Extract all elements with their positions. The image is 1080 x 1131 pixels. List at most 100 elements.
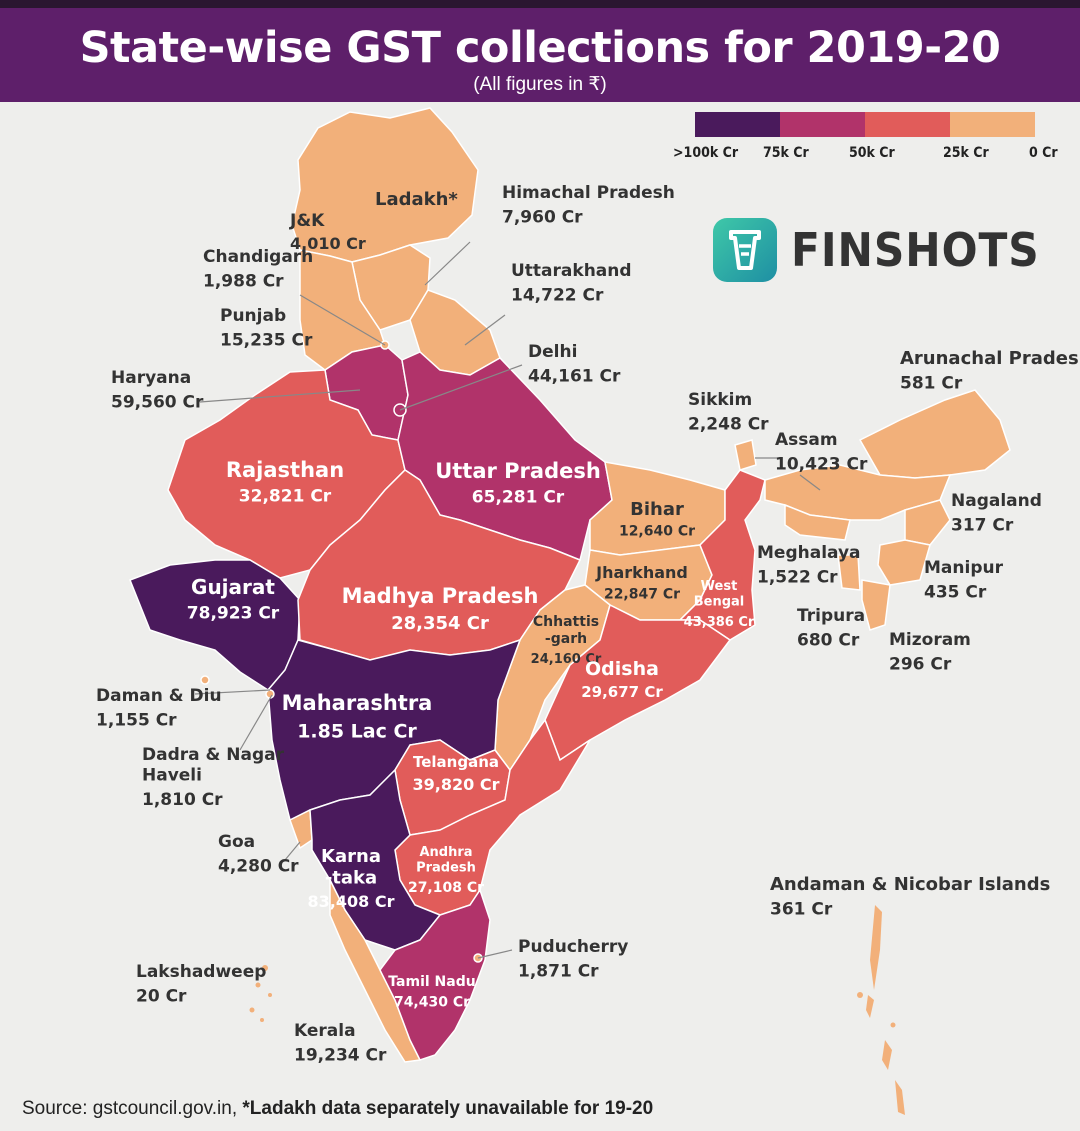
region-name-rajasthan: Rajasthan — [226, 458, 344, 482]
region-name-bihar: Bihar — [630, 499, 684, 520]
footer-note: *Ladakh data separately unavailable for … — [242, 1098, 654, 1119]
region-value-lakshadweep: 20 Cr — [136, 987, 187, 1007]
region-value-meghalaya: 1,522 Cr — [757, 568, 838, 588]
region-name-andhra-pradesh: Andhra Pradesh — [416, 845, 476, 876]
region-value-assam: 10,423 Cr — [775, 455, 868, 475]
region-name-manipur: Manipur — [924, 558, 1004, 578]
region-name-andaman-nicobar-islands: Andaman & Nicobar Islands — [770, 874, 1050, 895]
region-value-odisha: 29,677 Cr — [581, 683, 663, 701]
legend-swatch-25k — [950, 112, 1035, 137]
region-name-tripura: Tripura — [797, 606, 865, 626]
region-value-kerala: 19,234 Cr — [294, 1046, 387, 1066]
brand-name: FINSHOTS — [791, 223, 1040, 277]
legend-label: 0 Cr — [1029, 145, 1058, 161]
region-name-uttar-pradesh: Uttar Pradesh — [435, 459, 601, 483]
region-name-nagaland: Nagaland — [951, 491, 1042, 511]
footer-source-text: Source: gstcouncil.gov.in, — [22, 1098, 238, 1119]
region-name-telangana: Telangana — [413, 753, 499, 771]
region-name-ladakh: Ladakh* — [375, 189, 458, 210]
region-value-himachal-pradesh: 7,960 Cr — [502, 208, 583, 228]
region-labels: Ladakh* J&K 4,010 Cr Himachal Pradesh 7,960 … — [96, 183, 1080, 1066]
region-value-uttar-pradesh: 65,281 Cr — [472, 488, 565, 508]
region-name-meghalaya: Meghalaya — [757, 543, 861, 563]
region-shape-dadra — [265, 689, 275, 699]
region-name-himachal-pradesh: Himachal Pradesh — [502, 183, 675, 203]
region-name-tamil-nadu: Tamil Nadu — [388, 974, 475, 990]
region-name-j-k: J&K — [289, 211, 325, 231]
region-value-chhattis-garh: 24,160 Cr — [531, 652, 602, 667]
color-legend: >100k Cr 75k Cr 50k Cr 25k Cr 0 Cr — [673, 112, 1058, 169]
region-shape-tamil-nadu — [379, 888, 491, 1061]
region-value-telangana: 39,820 Cr — [413, 775, 500, 794]
region-value-manipur: 435 Cr — [924, 583, 987, 603]
state-shapes — [129, 107, 1011, 1115]
region-value-j-k: 4,010 Cr — [290, 234, 366, 253]
region-value-punjab: 15,235 Cr — [220, 331, 313, 351]
region-value-delhi: 44,161 Cr — [528, 367, 621, 387]
region-value-nagaland: 317 Cr — [951, 516, 1014, 536]
region-name-madhya-pradesh: Madhya Pradesh — [342, 584, 539, 608]
region-name-goa: Goa — [218, 832, 255, 852]
region-name-chandigarh: Chandigarh — [203, 247, 313, 267]
region-value-mizoram: 296 Cr — [889, 655, 952, 675]
region-value-puducherry: 1,871 Cr — [518, 962, 599, 982]
region-shape-odisha — [544, 603, 732, 762]
region-name-haryana: Haryana — [111, 368, 191, 388]
region-value-rajasthan: 32,821 Cr — [239, 487, 332, 507]
region-value-gujarat: 78,923 Cr — [187, 604, 280, 624]
legend-swatch-100k — [695, 112, 780, 137]
region-name-uttarakhand: Uttarakhand — [511, 261, 632, 281]
finshots-logo-icon — [713, 218, 777, 282]
region-shape-andaman — [857, 905, 905, 1115]
legend-label: 25k Cr — [943, 145, 989, 161]
region-name-west-bengal: West Bengal — [694, 579, 745, 610]
region-name-puducherry: Puducherry — [518, 937, 628, 957]
region-value-andhra-pradesh: 27,108 Cr — [408, 880, 484, 896]
brand-logo: FINSHOTS — [713, 218, 1061, 282]
legend-labels: >100k Cr 75k Cr 50k Cr 25k Cr 0 Cr — [673, 145, 1058, 169]
leader-lines — [194, 241, 821, 959]
region-name-maharashtra: Maharashtra — [282, 691, 433, 715]
region-shape-west-bengal — [678, 469, 766, 641]
region-value-west-bengal: 43,386 Cr — [684, 615, 755, 630]
region-value-tamil-nadu: 74,430 Cr — [394, 994, 470, 1010]
region-value-karna-taka: 83,408 Cr — [308, 892, 395, 911]
region-value-bihar: 12,640 Cr — [619, 523, 695, 539]
region-shape-tripura — [837, 554, 861, 591]
page-title: State-wise GST collections for 2019-20 — [79, 23, 1001, 73]
footer-source: Source: gstcouncil.gov.in, *Ladakh data … — [22, 1098, 653, 1120]
region-name-gujarat: Gujarat — [191, 575, 275, 599]
header-banner: State-wise GST collections for 2019-20 (… — [0, 8, 1080, 102]
region-shape-daman — [200, 675, 210, 685]
region-shape-sikkim — [734, 439, 757, 471]
region-name-punjab: Punjab — [220, 306, 286, 326]
region-name-jharkhand: Jharkhand — [595, 563, 688, 582]
region-value-daman-diu: 1,155 Cr — [96, 711, 177, 731]
legend-swatch-75k — [780, 112, 865, 137]
region-name-karna-taka: Karna -taka — [321, 846, 381, 889]
region-value-chandigarh: 1,988 Cr — [203, 272, 284, 292]
region-value-haryana: 59,560 Cr — [111, 393, 204, 413]
region-value-maharashtra: 1.85 Lac Cr — [297, 721, 417, 743]
region-name-assam: Assam — [775, 430, 838, 450]
region-value-sikkim: 2,248 Cr — [688, 415, 769, 435]
region-name-daman-diu: Daman & Diu — [96, 686, 222, 706]
region-name-odisha: Odisha — [585, 658, 659, 680]
region-shape-nagaland — [904, 499, 951, 546]
region-value-jharkhand: 22,847 Cr — [604, 586, 680, 602]
region-name-dadra-nagar-haveli: Dadra & Nagar Haveli — [142, 745, 285, 785]
region-value-madhya-pradesh: 28,354 Cr — [391, 613, 489, 634]
region-shape-manipur — [877, 539, 931, 586]
page-subtitle: (All figures in ₹) — [473, 74, 607, 95]
region-shape-arunachal — [858, 389, 1011, 479]
legend-label: >100k Cr — [673, 145, 739, 161]
region-name-chhattis-garh: Chhattis -garh — [533, 614, 599, 647]
legend-label: 50k Cr — [849, 145, 895, 161]
region-value-dadra-nagar-haveli: 1,810 Cr — [142, 790, 223, 810]
region-name-sikkim: Sikkim — [688, 390, 752, 410]
top-strip — [0, 0, 1080, 8]
region-shape-meghalaya — [784, 503, 851, 541]
region-value-tripura: 680 Cr — [797, 631, 860, 651]
legend-swatch-50k — [865, 112, 950, 137]
